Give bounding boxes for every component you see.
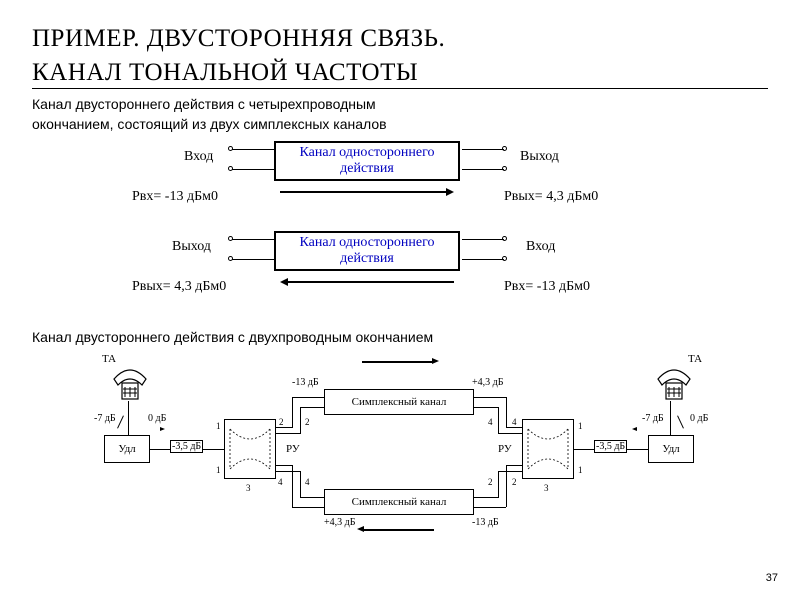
- simplex-top: Симплексный канал: [324, 389, 474, 415]
- lvl-m7-l: -7 дБ: [94, 413, 116, 424]
- box-label-l2: действия: [340, 161, 394, 176]
- ta-left-icon: [110, 365, 150, 410]
- ta-left-label: ТА: [102, 353, 116, 365]
- diagram-fourwire: Канал одностороннего действия Канал одно…: [32, 135, 768, 325]
- simplex-box-bottom: Канал одностороннего действия: [274, 231, 460, 271]
- n2-rb2: 2: [488, 477, 493, 487]
- label-out-bl: Выход: [172, 239, 211, 255]
- page-number: 37: [766, 572, 778, 584]
- n3-r: 3: [544, 483, 549, 493]
- ru-right-internals: [522, 419, 574, 479]
- label-in-br: Вход: [526, 239, 555, 255]
- simplex-bot: Симплексный канал: [324, 489, 474, 515]
- lvl-m35-l: -3,5 дБ: [170, 440, 203, 453]
- lvl-m35-r: -3,5 дБ: [594, 440, 627, 453]
- udl-left: Удл: [104, 435, 150, 463]
- lvl-p43-bl: +4,3 дБ: [324, 517, 355, 528]
- ta-right-icon: [654, 365, 694, 410]
- label-pin-tl: Pвх= -13 дБм0: [132, 189, 218, 205]
- n1-rb: 1: [578, 465, 583, 475]
- label-out-tr: Выход: [520, 149, 559, 165]
- ru-left-internals: [224, 419, 276, 479]
- n1-lb: 1: [216, 465, 221, 475]
- box-label-l1: Канал одностороннего: [300, 145, 435, 160]
- simplex-box-top: Канал одностороннего действия: [274, 141, 460, 181]
- ru-right-label: РУ: [498, 443, 512, 455]
- title-line2: КАНАЛ ТОНАЛЬНОЙ ЧАСТОТЫ: [32, 58, 768, 89]
- n4-lb: 4: [278, 477, 283, 487]
- label-in-tl: Вход: [184, 149, 213, 165]
- n4-rt: 4: [512, 417, 517, 427]
- lvl-p43-tr: +4,3 дБ: [472, 377, 503, 388]
- lvl-m13-tl: -13 дБ: [292, 377, 319, 388]
- lvl-0-l: 0 дБ: [148, 413, 166, 424]
- lvl-m13-br: -13 дБ: [472, 517, 499, 528]
- lvl-0-r: 0 дБ: [690, 413, 708, 424]
- n1-r: 1: [578, 421, 583, 431]
- subtitle1-line2: окончанием, состоящий из двух симплексны…: [32, 115, 768, 133]
- ru-left-label: РУ: [286, 443, 300, 455]
- n4-rt2: 4: [488, 417, 493, 427]
- n4-lb2: 4: [305, 477, 310, 487]
- n2-lt2: 2: [305, 417, 310, 427]
- n2-rb: 2: [512, 477, 517, 487]
- label-pout-tr: Pвых= 4,3 дБм0: [504, 189, 598, 205]
- n3-l: 3: [246, 483, 251, 493]
- box-label-l2b: действия: [340, 251, 394, 266]
- udl-right: Удл: [648, 435, 694, 463]
- label-pout-bl: Pвых= 4,3 дБм0: [132, 279, 226, 295]
- label-pin-br: Pвх= -13 дБм0: [504, 279, 590, 295]
- lvl-m7-r: -7 дБ: [642, 413, 664, 424]
- ta-right-label: ТА: [688, 353, 702, 365]
- n2-lt: 2: [279, 417, 284, 427]
- subtitle2: Канал двустороннего действия с двухпрово…: [32, 329, 768, 345]
- box-label-l1b: Канал одностороннего: [300, 235, 435, 250]
- n1-l: 1: [216, 421, 221, 431]
- subtitle1-line1: Канал двустороннего действия с четырехпр…: [32, 95, 768, 113]
- diagram-twowire: Симплексный канал Симплексный канал РУ Р…: [32, 347, 768, 537]
- title-line1: ПРИМЕР. ДВУСТОРОННЯЯ СВЯЗЬ.: [32, 24, 768, 54]
